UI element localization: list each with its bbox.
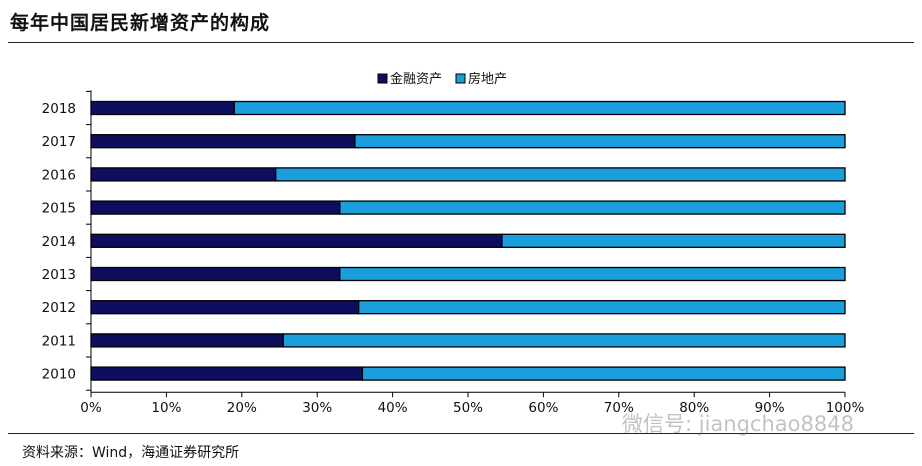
y-tick-label-2017: 2017 — [42, 134, 76, 150]
x-tick-label-0pct: 0% — [80, 400, 102, 416]
source-note: 资料来源：Wind，海通证券研究所 — [22, 445, 240, 461]
y-tick-label-2011: 2011 — [42, 333, 76, 349]
bar-real-estate-2017 — [354, 134, 846, 149]
x-tick-label-50pct: 50% — [453, 400, 483, 416]
bar-financial-2014 — [90, 233, 503, 248]
bar-real-estate-2015 — [339, 200, 846, 215]
x-tick-label-80pct: 80% — [679, 400, 709, 416]
bar-financial-2016 — [90, 167, 277, 182]
y-tick-label-2015: 2015 — [42, 201, 76, 217]
bar-real-estate-2016 — [275, 167, 846, 182]
watermark-text: 微信号: jiangchao8848 — [622, 412, 854, 436]
legend-swatch-financial — [377, 73, 388, 84]
bar-real-estate-2010 — [361, 366, 846, 381]
bar-financial-2013 — [90, 266, 341, 282]
title-divider — [8, 42, 914, 43]
y-tick-label-2012: 2012 — [42, 300, 76, 316]
bar-real-estate-2014 — [501, 233, 846, 248]
plot-area: 2018 2017 2016 2015 2014 2013 2012 2011 2010 0% 10… — [42, 90, 865, 416]
y-tick-label-2016: 2016 — [42, 167, 76, 183]
legend-label-financial: 金融资产 — [390, 71, 442, 87]
x-tick-label-20pct: 20% — [227, 400, 257, 416]
x-tick-label-70pct: 70% — [604, 400, 634, 416]
y-tick-label-2014: 2014 — [42, 234, 76, 250]
bar-real-estate-2012 — [358, 300, 846, 315]
y-tick-label-2010: 2010 — [42, 367, 76, 383]
bar-real-estate-2011 — [282, 333, 846, 348]
legend-label-real-estate: 房地产 — [468, 71, 507, 87]
legend-swatch-real-estate — [455, 73, 466, 84]
bar-financial-2010 — [90, 366, 364, 381]
bar-financial-2018 — [90, 100, 235, 116]
y-tick-label-2013: 2013 — [42, 267, 76, 283]
x-tick-label-60pct: 60% — [528, 400, 558, 416]
x-tick-label-10pct: 10% — [151, 400, 181, 416]
bar-financial-2011 — [90, 333, 284, 348]
x-tick-label-100pct: 100% — [826, 400, 865, 416]
footer-divider — [8, 433, 914, 434]
bar-financial-2015 — [90, 200, 341, 215]
bar-financial-2017 — [90, 134, 356, 149]
x-tick-label-30pct: 30% — [302, 400, 332, 416]
legend: 金融资产 房地产 — [377, 71, 507, 87]
x-tick-label-40pct: 40% — [378, 400, 408, 416]
page-title: 每年中国居民新增资产的构成 — [10, 12, 271, 34]
bar-real-estate-2013 — [339, 266, 846, 282]
bar-financial-2012 — [90, 300, 360, 315]
bar-real-estate-2018 — [233, 100, 846, 116]
x-tick-label-90pct: 90% — [755, 400, 785, 416]
y-tick-label-2018: 2018 — [42, 101, 76, 117]
